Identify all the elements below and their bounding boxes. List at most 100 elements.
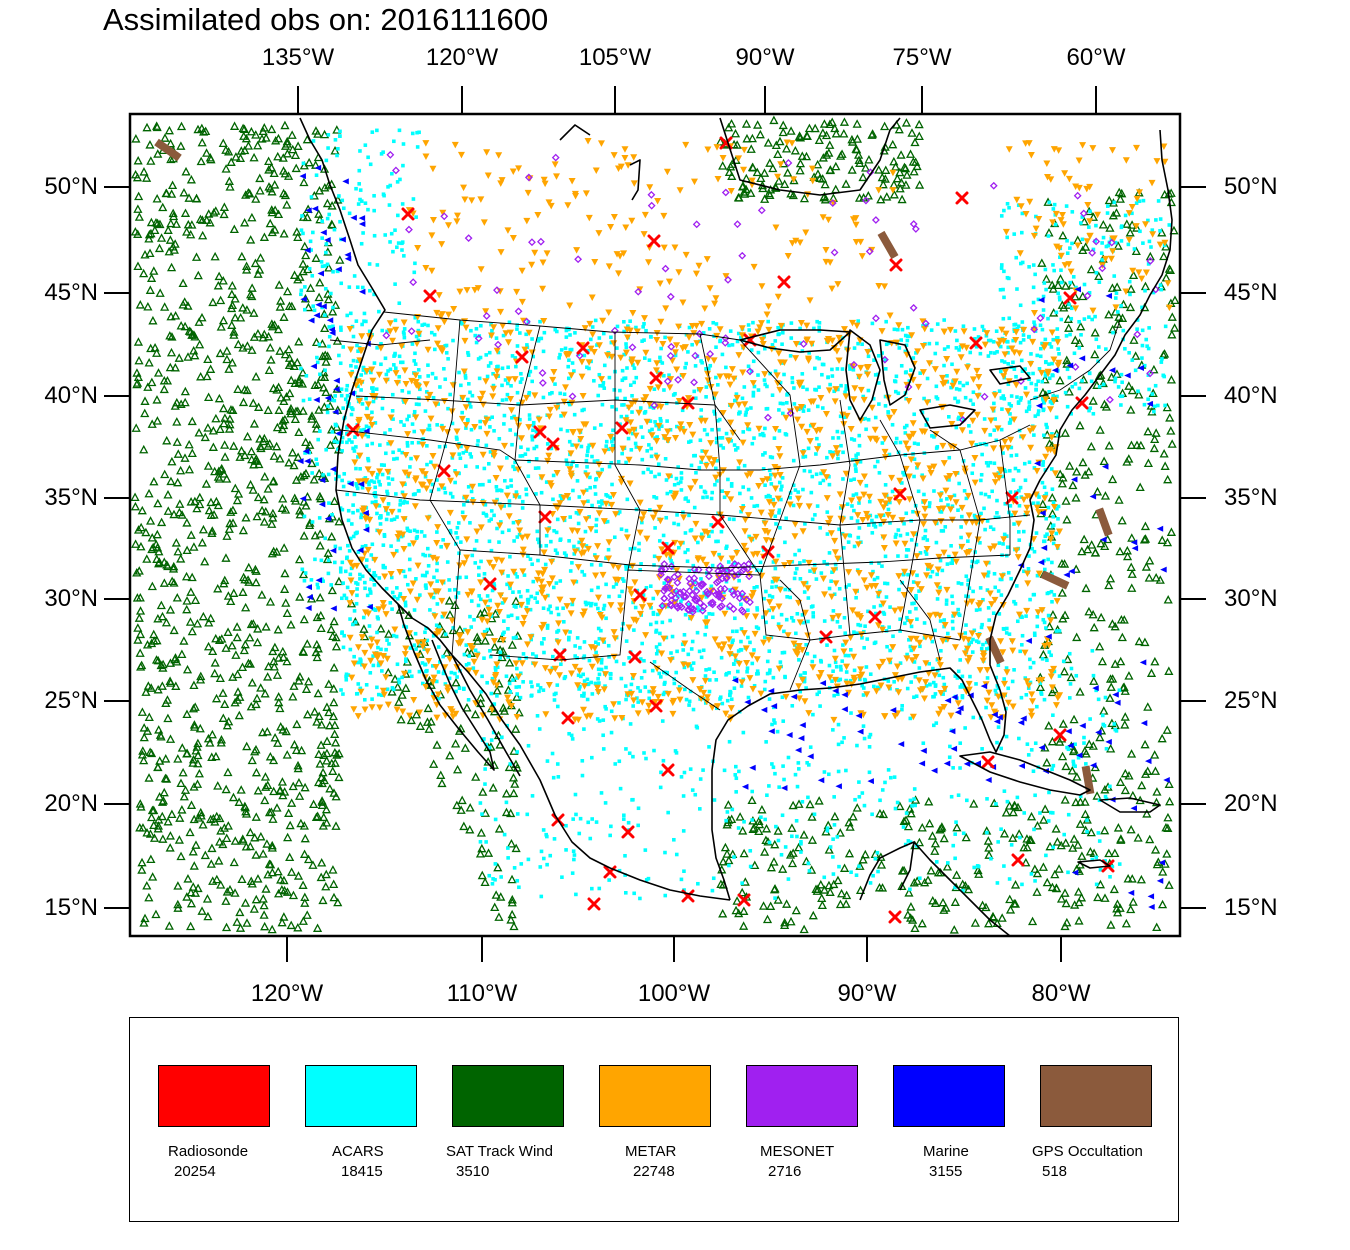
acars-marker [630, 431, 635, 436]
sat-wind-marker [229, 588, 239, 597]
acars-marker [593, 492, 598, 496]
sat-wind-marker [259, 910, 269, 919]
acars-marker [619, 414, 624, 419]
sat-wind-marker [715, 137, 725, 146]
acars-marker [979, 478, 983, 483]
acars-marker [467, 401, 472, 406]
acars-marker [988, 460, 993, 465]
acars-marker [430, 482, 435, 487]
sat-wind-marker [1145, 834, 1155, 844]
sat-wind-marker [264, 807, 275, 817]
acars-marker [763, 483, 767, 488]
sat-wind-marker [328, 766, 338, 775]
acars-marker [984, 647, 989, 651]
acars-marker [589, 603, 593, 608]
acars-marker [910, 601, 914, 606]
acars-marker [507, 503, 512, 508]
sat-wind-marker [504, 762, 514, 772]
sat-wind-marker [196, 371, 206, 381]
acars-marker [866, 523, 871, 527]
sat-wind-marker [147, 581, 157, 591]
acars-marker [866, 417, 871, 422]
acars-marker [750, 789, 755, 794]
sat-wind-marker [1055, 375, 1065, 385]
acars-marker [747, 328, 752, 332]
acars-marker [577, 831, 582, 836]
acars-marker [431, 633, 436, 638]
sat-wind-marker [1088, 212, 1099, 221]
sat-wind-marker [267, 124, 277, 134]
sat-wind-marker [807, 835, 818, 844]
acars-marker [752, 648, 756, 652]
sat-wind-marker [298, 916, 308, 925]
right-lat-label: 15°N [1224, 894, 1278, 921]
sat-wind-marker [328, 865, 338, 874]
acars-marker [542, 650, 546, 655]
acars-marker [424, 669, 428, 674]
sat-wind-marker [1047, 492, 1057, 502]
sat-wind-marker [218, 713, 228, 722]
acars-marker [341, 406, 345, 410]
acars-marker [767, 697, 772, 701]
acars-marker [742, 385, 747, 389]
sat-wind-marker [313, 688, 323, 698]
acars-marker [512, 539, 516, 543]
sat-wind-marker [905, 149, 916, 158]
acars-marker [580, 569, 584, 574]
acars-marker [364, 558, 369, 562]
acars-marker [484, 840, 488, 844]
acars-marker [688, 439, 693, 444]
sat-wind-marker [202, 894, 213, 903]
sat-wind-marker [983, 836, 993, 845]
acars-marker [769, 482, 774, 486]
acars-marker [1043, 534, 1048, 539]
acars-marker [730, 640, 735, 645]
acars-marker [469, 599, 474, 603]
acars-marker [894, 532, 898, 537]
sat-wind-marker [219, 469, 229, 478]
sat-wind-marker [330, 729, 340, 738]
acars-marker [551, 473, 556, 478]
acars-marker [672, 681, 677, 686]
sat-wind-marker [765, 190, 775, 199]
acars-marker [566, 637, 571, 642]
acars-marker [489, 691, 494, 696]
acars-marker [761, 615, 765, 620]
acars-marker [675, 513, 679, 517]
sat-wind-marker [746, 144, 756, 153]
acars-marker [419, 530, 424, 534]
sat-wind-marker [173, 546, 183, 556]
acars-marker [1044, 491, 1049, 496]
acars-marker [383, 356, 388, 361]
acars-marker [1008, 417, 1013, 422]
acars-marker [647, 443, 651, 447]
acars-marker [718, 339, 722, 344]
acars-marker [441, 671, 446, 676]
sat-wind-marker [176, 321, 186, 330]
sat-wind-marker [133, 525, 144, 534]
sat-wind-marker [1095, 732, 1105, 742]
acars-marker [1050, 524, 1055, 529]
sat-wind-marker [895, 183, 905, 193]
sat-wind-marker [1104, 440, 1114, 450]
sat-wind-marker [491, 890, 501, 899]
acars-marker [365, 525, 370, 530]
sat-wind-marker [1062, 514, 1072, 524]
sat-wind-marker [197, 906, 207, 915]
sat-wind-marker [839, 117, 850, 126]
acars-marker [999, 827, 1003, 831]
sat-wind-marker [1074, 916, 1084, 925]
acars-marker [375, 475, 379, 480]
acars-marker [798, 341, 802, 346]
sat-wind-marker [321, 357, 331, 366]
acars-marker [585, 453, 589, 458]
acars-marker [629, 682, 634, 687]
acars-marker [464, 449, 469, 453]
acars-marker [570, 871, 575, 875]
acars-marker [875, 850, 880, 855]
sat-wind-marker [455, 624, 465, 634]
acars-marker [604, 665, 608, 670]
acars-marker [351, 534, 356, 539]
acars-marker [667, 373, 671, 377]
acars-marker [872, 684, 876, 689]
